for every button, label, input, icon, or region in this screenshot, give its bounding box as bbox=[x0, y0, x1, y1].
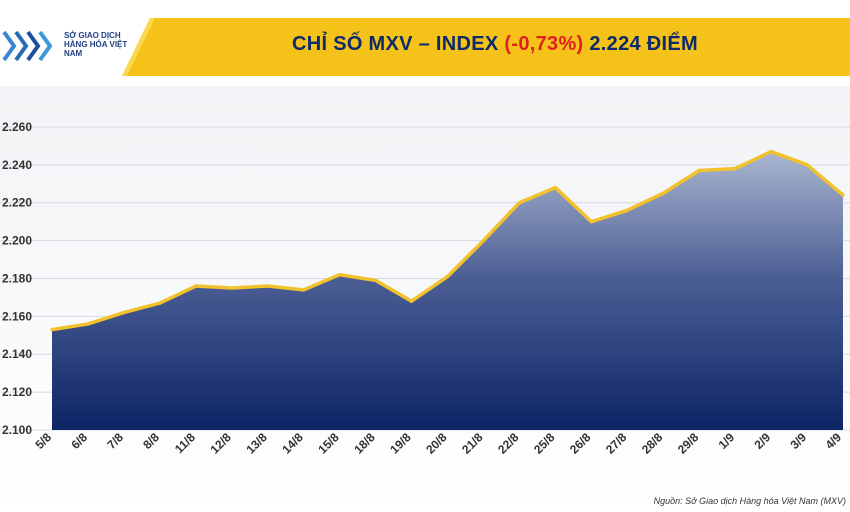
data-point bbox=[589, 220, 593, 224]
y-tick-label: 2.220 bbox=[2, 196, 32, 210]
banner-shape bbox=[0, 0, 850, 86]
data-point bbox=[266, 284, 270, 288]
chart-title: CHỈ SỐ MXV – INDEX (-0,73%) 2.224 ĐIỂM bbox=[170, 33, 820, 56]
title-change-percent: (-0,73%) bbox=[504, 33, 584, 55]
data-point bbox=[194, 284, 198, 288]
y-tick-label: 2.140 bbox=[2, 347, 32, 361]
data-point bbox=[553, 185, 557, 190]
header-banner bbox=[0, 0, 850, 86]
data-point bbox=[517, 201, 522, 205]
data-point bbox=[122, 310, 126, 315]
y-tick-label: 2.160 bbox=[2, 309, 32, 323]
data-point bbox=[697, 168, 701, 173]
area-fill bbox=[52, 151, 843, 430]
y-axis-tick-labels: 2.100 2.120 2.140 2.160 2.180 2.200 2.220 2.240… bbox=[2, 120, 32, 437]
data-point bbox=[769, 149, 773, 154]
data-point bbox=[373, 278, 378, 282]
data-point bbox=[158, 301, 162, 305]
data-point bbox=[733, 167, 737, 171]
mxv-logo: SỞ GIAO DỊCH HÀNG HÓA VIỆT NAM bbox=[0, 18, 138, 76]
data-point bbox=[302, 288, 306, 292]
source-label: Nguồn: bbox=[653, 496, 683, 506]
y-tick-label: 2.240 bbox=[2, 158, 32, 172]
source-note: Nguồn: Sở Giao dịch Hàng hóa Việt Nam (M… bbox=[654, 496, 846, 506]
data-point bbox=[805, 163, 809, 167]
data-point bbox=[50, 328, 54, 332]
data-point bbox=[481, 238, 486, 243]
y-tick-label: 2.260 bbox=[2, 120, 32, 134]
y-tick-label: 2.180 bbox=[2, 271, 32, 285]
y-tick-label: 2.120 bbox=[2, 385, 32, 399]
title-value: 2.224 ĐIỂM bbox=[589, 33, 698, 55]
data-point bbox=[86, 322, 90, 326]
data-point bbox=[625, 208, 629, 212]
y-tick-label: 2.100 bbox=[2, 423, 32, 437]
source-text: Sở Giao dịch Hàng hóa Việt Nam (MXV) bbox=[685, 496, 846, 506]
data-point bbox=[338, 273, 342, 277]
logo-text: SỞ GIAO DỊCH HÀNG HÓA VIỆT NAM bbox=[64, 31, 128, 58]
data-point bbox=[661, 191, 665, 195]
y-tick-label: 2.200 bbox=[2, 234, 32, 248]
logo-chevrons-icon bbox=[2, 30, 53, 62]
mxv-index-chart: 2.100 2.120 2.140 2.160 2.180 2.200 2.220 2.240… bbox=[0, 86, 850, 512]
data-point bbox=[841, 193, 845, 197]
data-point bbox=[409, 299, 414, 303]
data-point bbox=[445, 274, 450, 279]
data-points bbox=[50, 149, 845, 332]
title-prefix: CHỈ SỐ MXV – INDEX bbox=[292, 33, 499, 55]
data-point bbox=[230, 286, 234, 290]
